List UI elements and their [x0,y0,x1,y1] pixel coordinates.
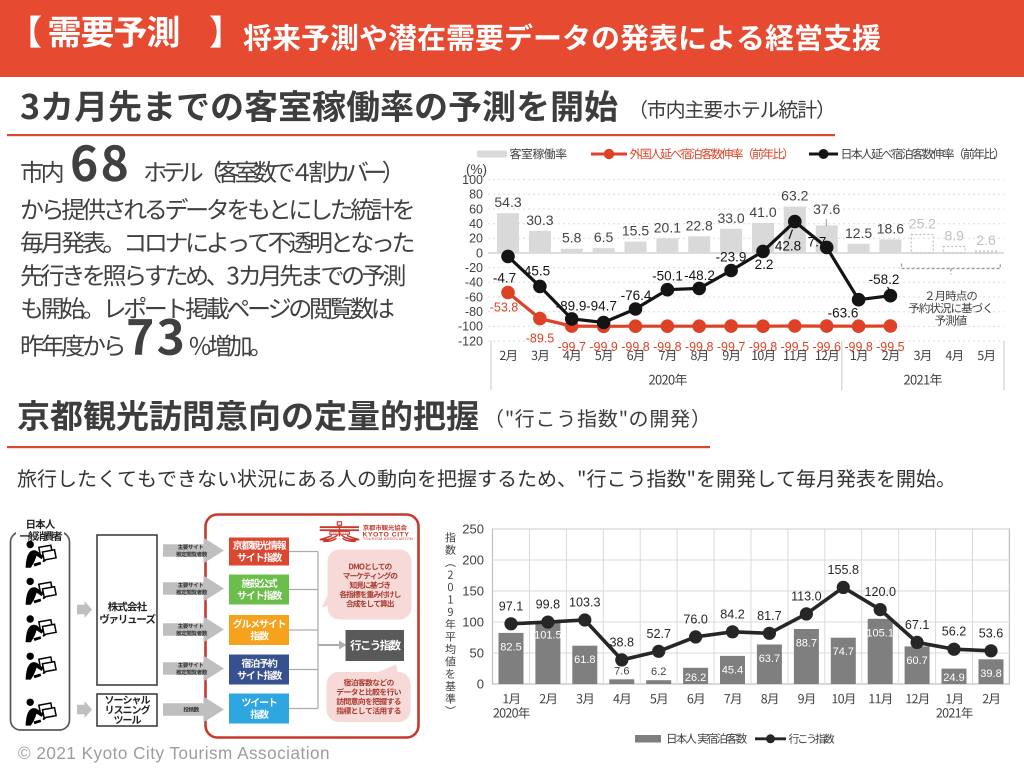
svg-text:67.1: 67.1 [905,618,930,632]
svg-text:-99.8: -99.8 [621,340,650,354]
svg-text:24.9: 24.9 [943,672,964,684]
svg-text:81.7: 81.7 [757,609,782,623]
svg-text:5.8: 5.8 [562,230,582,246]
svg-text:6.2: 6.2 [651,666,666,678]
svg-text:37.6: 37.6 [813,201,840,217]
svg-text:20.1: 20.1 [654,219,681,235]
svg-text:(%): (%) [466,162,487,177]
svg-text:120.0: 120.0 [864,585,896,599]
svg-text:38.8: 38.8 [610,635,635,649]
svg-text:61.8: 61.8 [574,654,595,666]
svg-text:100: 100 [462,173,483,187]
svg-text:82.5: 82.5 [500,641,521,653]
svg-text:8.9: 8.9 [944,228,964,244]
svg-text:12.5: 12.5 [845,225,872,241]
svg-text:76.0: 76.0 [683,612,708,626]
svg-text:-99.8: -99.8 [844,340,873,354]
svg-text:20: 20 [469,232,483,246]
svg-text:113.0: 113.0 [791,589,822,603]
svg-text:-80: -80 [465,305,483,319]
svg-text:-40: -40 [465,276,483,290]
svg-text:45.5: 45.5 [524,264,550,279]
svg-text:25.2: 25.2 [909,216,936,232]
svg-text:-23.9: -23.9 [716,250,747,265]
svg-text:-4.7: -4.7 [493,271,516,286]
svg-text:200: 200 [462,552,484,567]
svg-text:7.7: 7.7 [808,235,827,250]
svg-text:-60: -60 [465,290,483,304]
svg-text:0: 0 [477,676,484,691]
svg-text:60: 60 [469,202,483,216]
svg-text:52.7: 52.7 [646,627,671,641]
svg-text:60.7: 60.7 [906,655,927,667]
svg-text:-99.7: -99.7 [717,340,746,354]
svg-text:-58.2: -58.2 [869,272,900,287]
svg-text:26.2: 26.2 [685,672,706,684]
svg-text:-120: -120 [458,334,483,348]
svg-text:105.1: 105.1 [866,627,894,639]
svg-text:100: 100 [462,614,484,629]
svg-text:-76.4: -76.4 [621,288,652,303]
svg-text:-99.9: -99.9 [589,340,618,354]
svg-text:-20: -20 [465,261,483,275]
svg-text:63.2: 63.2 [781,188,808,204]
svg-text:-100: -100 [458,320,483,334]
svg-text:80: 80 [469,188,483,202]
svg-text:18.6: 18.6 [877,220,904,236]
svg-text:250: 250 [462,521,484,536]
svg-text:33.0: 33.0 [717,210,744,226]
svg-text:-94.7: -94.7 [586,299,617,314]
svg-text:2.6: 2.6 [976,232,996,248]
svg-text:42.8: 42.8 [775,239,801,254]
svg-text:53.6: 53.6 [979,626,1004,640]
svg-text:50: 50 [470,645,484,660]
svg-text:-50.1: -50.1 [652,269,683,284]
svg-text:101.5: 101.5 [534,630,562,642]
svg-text:-53.8: -53.8 [490,301,519,315]
svg-text:54.3: 54.3 [494,194,521,210]
svg-text:-63.6: -63.6 [828,306,859,321]
svg-text:39.8: 39.8 [980,668,1001,680]
svg-text:0: 0 [476,246,483,260]
svg-text:KYOTO CITY: KYOTO CITY [363,532,410,539]
svg-text:97.1: 97.1 [499,599,524,613]
svg-text:74.7: 74.7 [833,646,854,658]
svg-text:-89.9: -89.9 [556,299,587,314]
svg-text:56.2: 56.2 [942,625,967,639]
svg-text:-99.8: -99.8 [653,340,682,354]
svg-text:© 2021 Kyoto City Tourism Asso: © 2021 Kyoto City Tourism Association [18,744,330,763]
svg-text:41.0: 41.0 [749,204,776,220]
svg-text:103.3: 103.3 [569,596,601,610]
svg-text:6.5: 6.5 [594,229,614,245]
svg-text:-99.5: -99.5 [876,340,905,354]
svg-text:-99.7: -99.7 [557,340,586,354]
svg-text:-99.8: -99.8 [685,340,714,354]
svg-text:15.5: 15.5 [622,223,649,239]
svg-text:30.3: 30.3 [526,212,553,228]
svg-text:-89.5: -89.5 [526,332,555,346]
svg-text:40: 40 [469,217,483,231]
svg-text:7.6: 7.6 [614,665,629,677]
svg-text:84.2: 84.2 [720,607,745,621]
svg-text:45.4: 45.4 [722,664,743,676]
svg-text:-48.2: -48.2 [684,268,715,283]
svg-text:99.8: 99.8 [536,598,561,612]
svg-text:22.8: 22.8 [686,217,713,233]
svg-text:63.7: 63.7 [759,653,780,665]
svg-text:TOURISM ASSOCIATION: TOURISM ASSOCIATION [363,536,413,541]
svg-text:2.2: 2.2 [755,257,774,272]
svg-text:155.8: 155.8 [828,563,860,577]
svg-text:88.7: 88.7 [796,638,817,650]
svg-text:150: 150 [462,583,484,598]
